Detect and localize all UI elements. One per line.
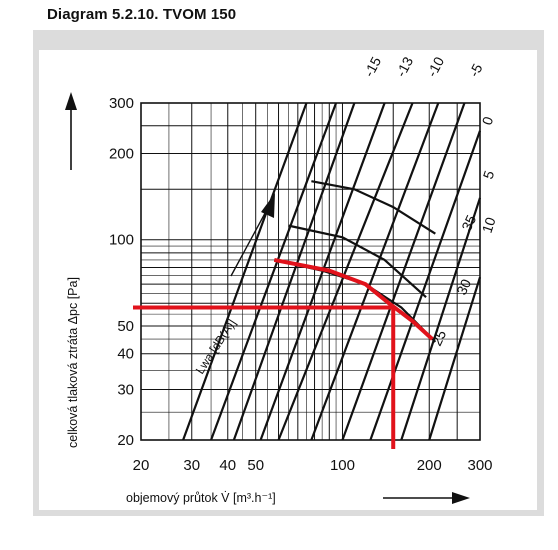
damper-line: [277, 102, 414, 441]
noise-curve: [288, 224, 427, 299]
grid: [140, 102, 481, 441]
damper-line: [232, 102, 356, 441]
damper-curves: [182, 102, 482, 441]
curve-label: 30: [453, 276, 474, 297]
curve-label: 25: [428, 327, 449, 348]
y-tick-label: 20: [117, 432, 134, 449]
plot-border: [140, 102, 481, 441]
y-axis-label: celková tlaková ztráta Δpc [Pa]: [66, 277, 80, 448]
x-tick-label: 40: [219, 457, 236, 474]
damper-line: [341, 102, 466, 441]
damper-line: [210, 102, 338, 441]
x-axis-label: objemový průtok V̇ [m³.h⁻¹]: [126, 491, 276, 505]
x-tick-label: 50: [247, 457, 264, 474]
damper-line: [428, 276, 482, 441]
damper-line: [182, 102, 308, 441]
y-axis-arrowhead: [65, 92, 77, 110]
curve-label: 35: [458, 212, 479, 233]
damper-line: [310, 102, 440, 441]
y-tick-label: 50: [117, 318, 134, 335]
highlight-curve: [273, 257, 434, 341]
damper-line: [400, 197, 482, 441]
y-tick-label: 40: [117, 346, 134, 363]
x-axis-arrowhead: [452, 492, 470, 504]
x-tick-label: 100: [330, 457, 355, 474]
x-tick-label: 200: [417, 457, 442, 474]
lwa-arrow: [230, 203, 271, 277]
y-tick-label: 100: [109, 232, 134, 249]
diagram-title: Diagram 5.2.10. TVOM 150: [47, 6, 237, 23]
noise-curve: [311, 180, 436, 235]
y-tick-label: 300: [109, 95, 134, 112]
damper-line: [369, 130, 482, 441]
curve-label: 10: [479, 215, 499, 235]
y-tick-label: 30: [117, 382, 134, 399]
x-tick-label: 20: [133, 457, 150, 474]
highlight-overlay: [133, 257, 434, 449]
lwa-arrowhead: [261, 193, 275, 218]
y-tick-label: 200: [109, 145, 134, 162]
x-tick-label: 30: [183, 457, 200, 474]
x-tick-label: 300: [467, 457, 492, 474]
